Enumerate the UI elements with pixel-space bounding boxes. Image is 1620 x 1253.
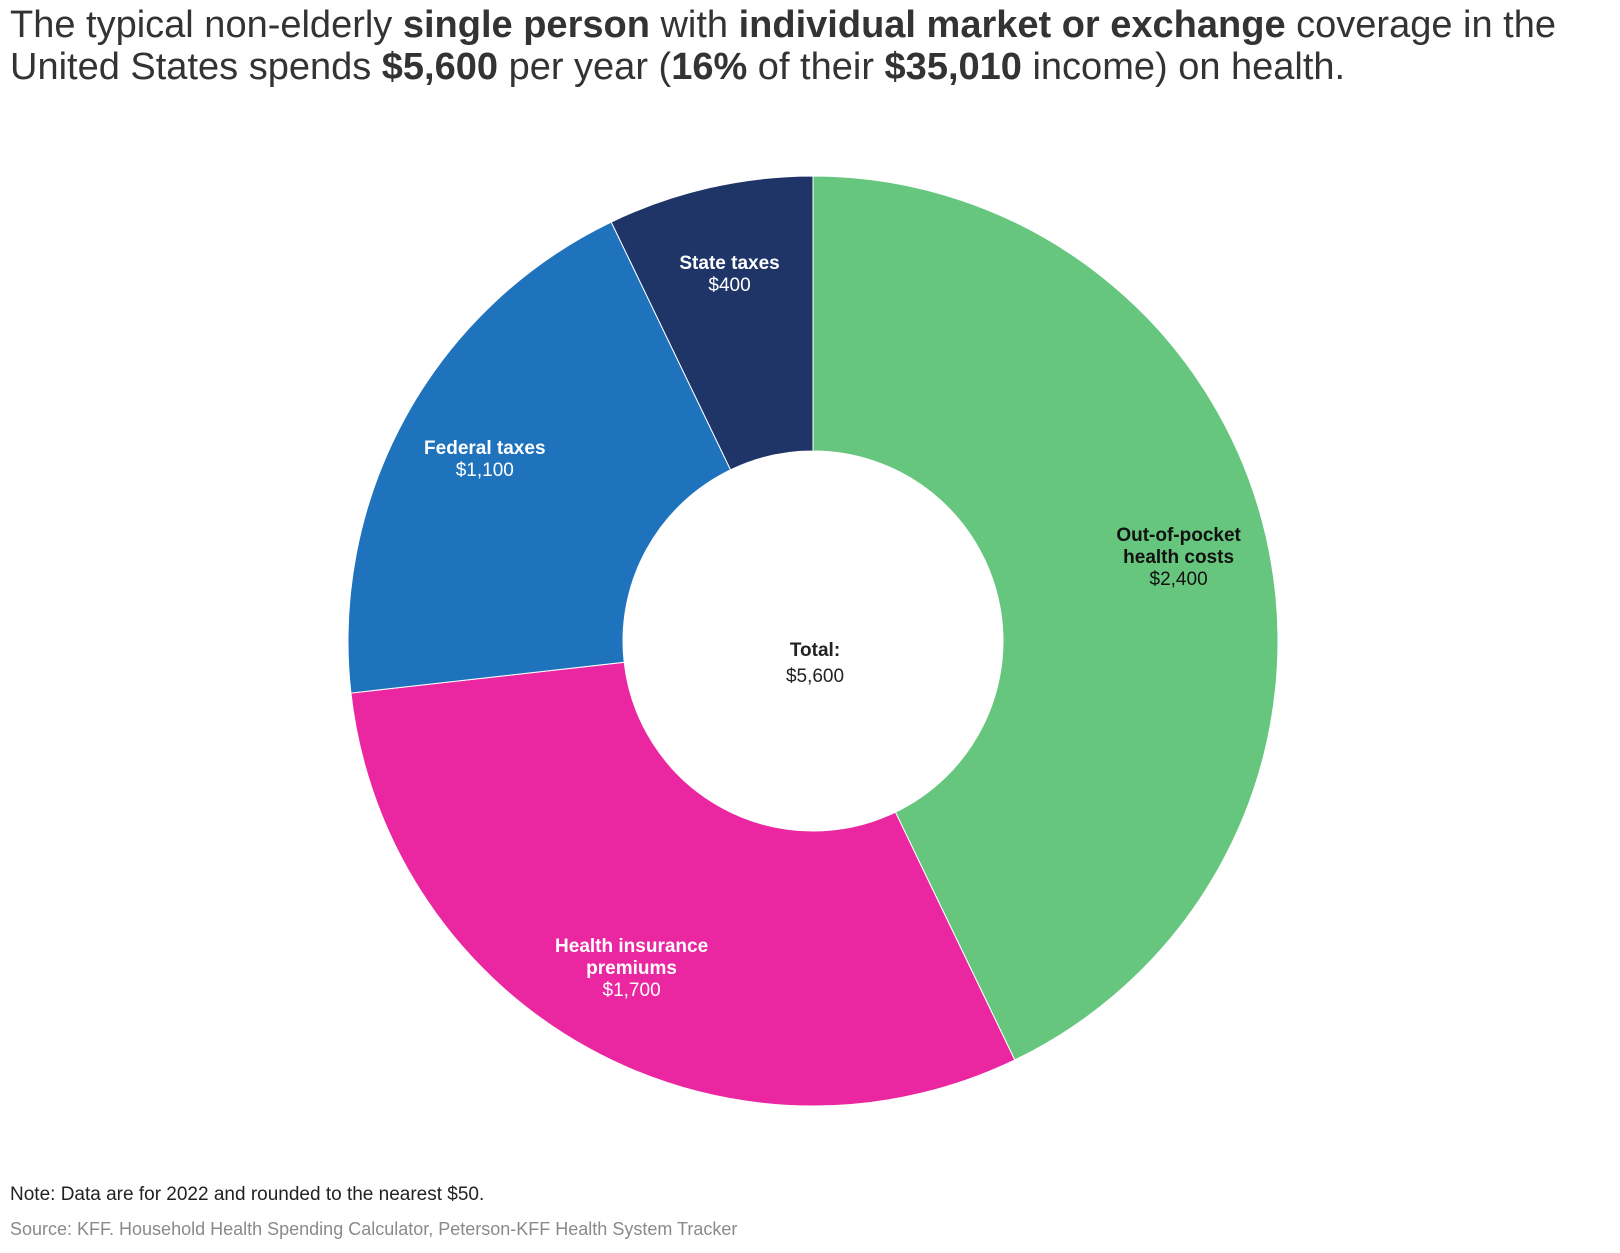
chart-note: Note: Data are for 2022 and rounded to t… [10, 1184, 485, 1205]
slice-label-name: State taxes [679, 253, 779, 275]
slice-label-name-line: State taxes [679, 253, 780, 275]
slice-label-state-taxes: State taxes $400 [679, 253, 779, 297]
slice-label-name: Out-of-pocket health costs [1116, 525, 1241, 569]
center-total-label: Total: $5,600 [786, 638, 844, 690]
center-total-name: Total: [789, 640, 841, 661]
slice-label-value: $1,100 [455, 459, 514, 481]
slice-label-value: $2,400 [1149, 568, 1208, 590]
slice-label-name-line: Out-of-pocket [1116, 524, 1241, 546]
slice-label-name: Federal taxes [424, 438, 545, 460]
slice-label-name-line: Health insurance [555, 936, 709, 958]
slice-label-value: $400 [708, 275, 751, 297]
slice-health-insurance-premiums[interactable] [350, 661, 1016, 1107]
slice-label-out-of-pocket-health-costs: Out-of-pocket health costs $2,400 [1116, 525, 1241, 591]
slice-label-name-line: premiums [586, 958, 677, 980]
chart-title: The typical non-elderly single person wi… [10, 4, 1556, 88]
slice-out-of-pocket-health-costs[interactable] [812, 175, 1279, 1061]
slice-label-name: Health insurance premiums [555, 936, 708, 980]
slice-state-taxes[interactable] [610, 175, 814, 471]
chart-source: Source: KFF. Household Health Spending C… [10, 1219, 738, 1239]
slice-label-name-line: health costs [1123, 546, 1235, 568]
center-total-value: $5,600 [785, 666, 845, 687]
slice-label-name-line: Federal taxes [424, 437, 546, 459]
slice-federal-taxes[interactable] [347, 221, 732, 694]
slice-label-value: $1,700 [602, 980, 661, 1002]
slice-label-health-insurance-premiums: Health insurance premiums $1,700 [555, 936, 708, 1002]
slice-label-federal-taxes: Federal taxes $1,100 [424, 438, 545, 482]
